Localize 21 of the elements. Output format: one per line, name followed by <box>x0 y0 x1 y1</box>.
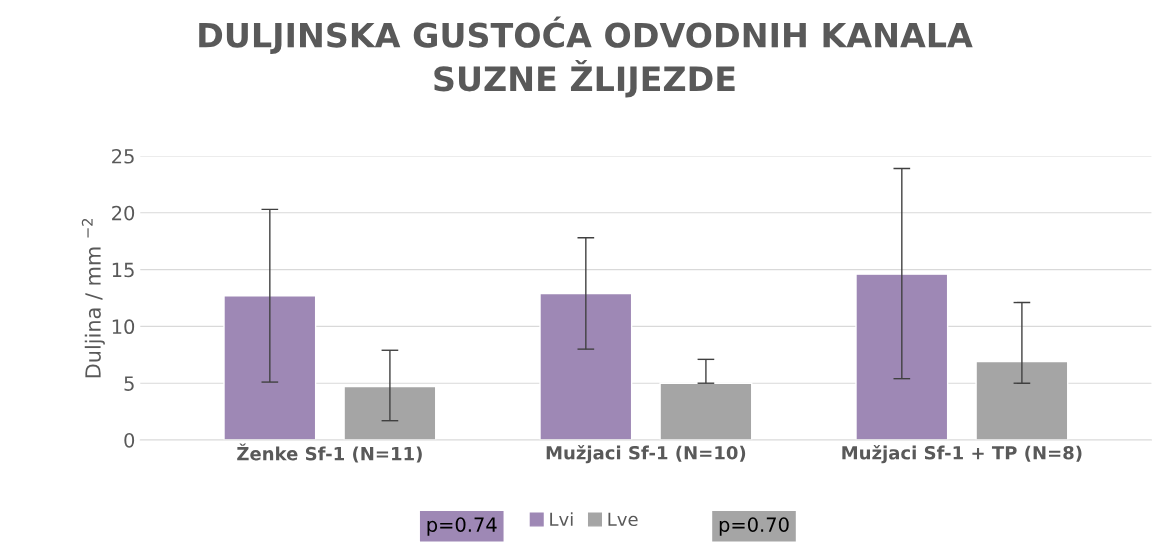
y-tick-label: 5 <box>124 376 134 391</box>
legend-label: Lve <box>608 512 638 527</box>
y-tick-label: 0 <box>124 432 135 448</box>
x-tick-label: Mužjaci Sf-1 + TP (N=8) <box>842 444 1082 464</box>
bar <box>659 382 753 441</box>
y-tick-label: 15 <box>112 262 134 278</box>
text: p=0.74 <box>427 517 497 536</box>
bar <box>855 273 949 441</box>
y-axis-title: Duljina / mm $^{−2}$ <box>81 218 105 378</box>
text: p=0.70 <box>719 517 789 536</box>
legend-label: Lvi <box>550 512 573 526</box>
y-tick-label: 25 <box>112 148 134 164</box>
y-tick-label: 10 <box>112 319 135 335</box>
x-tick-label: Mužjaci Sf-1 (N=10) <box>546 444 746 464</box>
bar <box>539 292 633 441</box>
bar <box>343 385 437 441</box>
bar <box>223 295 317 441</box>
bar <box>975 360 1069 441</box>
chart-title: DULJINSKA GUSTOĆA ODVODNIH KANALA SUZNE ŽLIJEZDE <box>199 16 973 98</box>
x-tick-label: Ženke Sf-1 (N=11) <box>237 443 422 463</box>
y-tick-label: 20 <box>112 205 135 221</box>
